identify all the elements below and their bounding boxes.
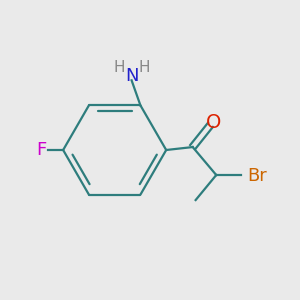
Text: Br: Br <box>247 167 267 185</box>
Text: H: H <box>138 60 150 75</box>
Text: N: N <box>125 67 138 85</box>
Text: F: F <box>36 141 46 159</box>
Text: H: H <box>113 60 125 75</box>
Text: O: O <box>206 113 222 132</box>
